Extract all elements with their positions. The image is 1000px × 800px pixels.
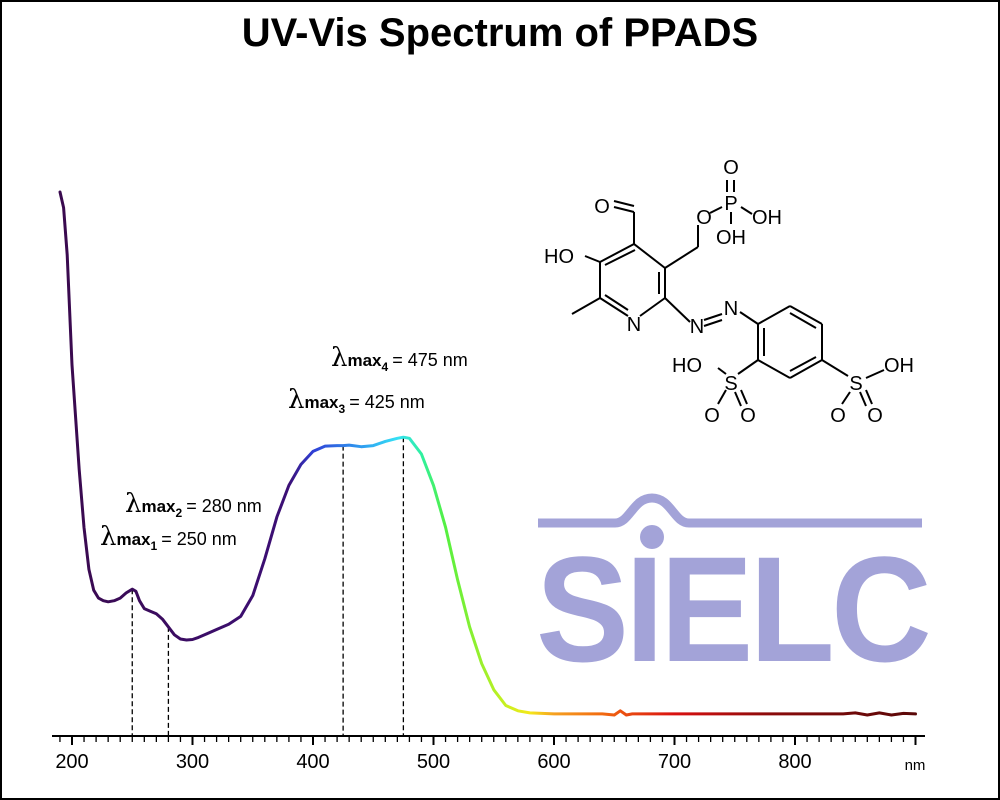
- atom-n-azo1: N: [690, 316, 704, 338]
- atom-o-s1a: O: [704, 405, 720, 427]
- x-axis: 200 300 400 500 600 700 800 nm: [52, 735, 926, 774]
- atom-ho-ring: HO: [544, 246, 574, 268]
- x-tick-label: 500: [417, 751, 450, 773]
- atom-p: P: [724, 193, 737, 215]
- x-tick-label: 800: [778, 751, 811, 773]
- atom-oh-p1: OH: [752, 207, 782, 229]
- x-tick-label: 600: [537, 751, 570, 773]
- atom-o-aldehyde: O: [594, 196, 610, 218]
- lambda-max-label-3: λmax3 = 425 nm: [288, 385, 425, 416]
- logo-swoosh: [538, 493, 922, 528]
- atom-n-azo2: N: [724, 298, 738, 320]
- atom-o-s1b: O: [740, 405, 756, 427]
- x-axis-unit: nm: [905, 757, 926, 774]
- lambda-max-guides: [131, 437, 405, 736]
- x-tick-label: 400: [296, 751, 329, 773]
- structure-atom-labels: O P O OH OH O HO N N N HO S O O S OH O O: [544, 157, 914, 427]
- atom-n-ring: N: [627, 314, 641, 336]
- ppads-structure: [571, 180, 885, 407]
- spectrum-line: [58, 190, 917, 717]
- atom-s1: S: [724, 373, 737, 395]
- atom-s2: S: [849, 373, 862, 395]
- sielc-logo: SIELC: [536, 493, 933, 693]
- x-tick-label: 700: [658, 751, 691, 773]
- chart-title: UV-Vis Spectrum of PPADS: [242, 11, 758, 55]
- atom-o-ester: O: [696, 207, 712, 229]
- atom-ho-s1: HO: [672, 355, 702, 377]
- lambda-max-label-2: λmax2 = 280 nm: [125, 489, 262, 520]
- lambda-max-label-1: λmax1 = 250 nm: [100, 522, 237, 553]
- logo-text: SIELC: [536, 525, 929, 693]
- atom-oh-s2: OH: [884, 355, 914, 377]
- atom-oh-p2: OH: [716, 227, 746, 249]
- logo-dot: [640, 525, 664, 549]
- atom-o-s2a: O: [830, 405, 846, 427]
- plot-area: [58, 190, 917, 717]
- atom-o-s2b: O: [867, 405, 883, 427]
- lambda-max-label-4: λmax4 = 475 nm: [331, 343, 468, 374]
- atom-o-top: O: [723, 157, 739, 179]
- x-tick-label: 200: [55, 751, 88, 773]
- x-tick-label: 300: [176, 751, 209, 773]
